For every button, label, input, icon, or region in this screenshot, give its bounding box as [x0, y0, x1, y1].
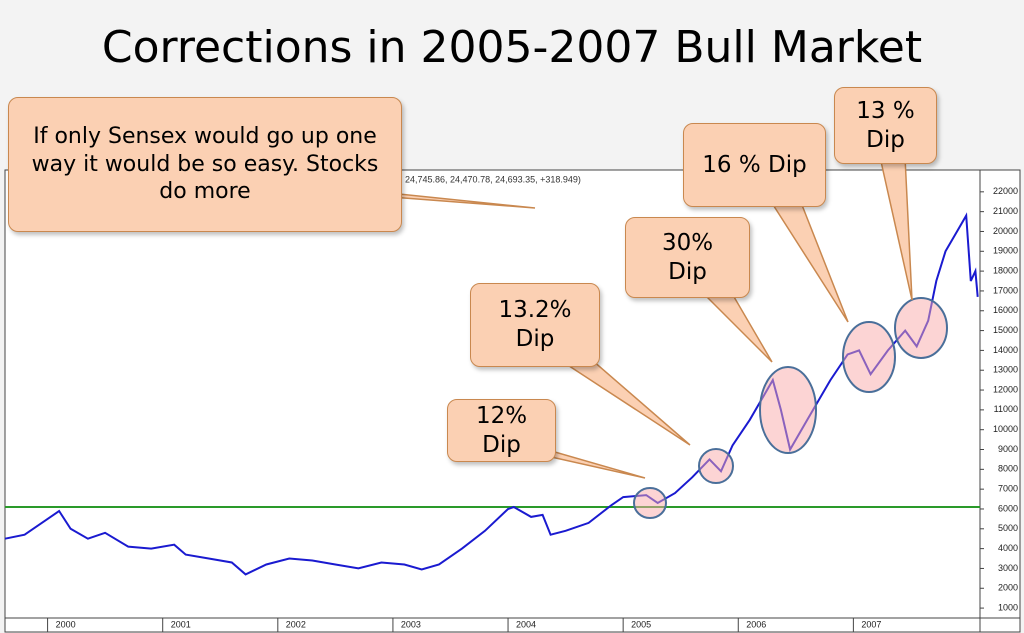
- callout: If only Sensex would go up one way it wo…: [8, 97, 402, 232]
- y-tick-label: 6000: [998, 503, 1018, 513]
- callout: 13.2% Dip: [470, 283, 600, 367]
- y-tick-label: 9000: [998, 444, 1018, 454]
- y-tick-label: 7000: [998, 484, 1018, 494]
- y-tick-label: 22000: [993, 186, 1018, 196]
- dip-highlight: [759, 366, 817, 454]
- x-tick-label: 2006: [746, 619, 766, 629]
- y-tick-label: 2000: [998, 583, 1018, 593]
- callout: 13 % Dip: [834, 87, 937, 164]
- y-tick-label: 15000: [993, 325, 1018, 335]
- x-tick-label: 2002: [286, 619, 306, 629]
- dip-highlight: [894, 297, 948, 359]
- dip-highlight: [698, 448, 734, 484]
- y-tick-label: 16000: [993, 305, 1018, 315]
- dip-highlight: [633, 487, 667, 519]
- x-tick-label: 2001: [171, 619, 191, 629]
- y-tick-label: 13000: [993, 365, 1018, 375]
- y-tick-label: 4000: [998, 543, 1018, 553]
- x-tick-label: 2000: [56, 619, 76, 629]
- y-tick-label: 20000: [993, 226, 1018, 236]
- y-tick-label: 12000: [993, 384, 1018, 394]
- x-tick-label: 2004: [516, 619, 536, 629]
- y-tick-label: 14000: [993, 345, 1018, 355]
- x-tick-label: 2005: [631, 619, 651, 629]
- y-tick-label: 5000: [998, 523, 1018, 533]
- callout: 16 % Dip: [683, 123, 826, 207]
- ohlc-text: 24,745.86, 24,470.78, 24,693.35, +318.94…: [405, 174, 581, 184]
- callout: 30% Dip: [625, 217, 750, 298]
- y-tick-label: 21000: [993, 206, 1018, 216]
- x-tick-label: 2007: [861, 619, 881, 629]
- y-tick-label: 11000: [994, 404, 1018, 414]
- x-tick-label: 2003: [401, 619, 421, 629]
- dip-highlight: [842, 321, 896, 393]
- y-tick-label: 18000: [993, 265, 1018, 275]
- y-tick-label: 8000: [998, 464, 1018, 474]
- y-tick-label: 10000: [993, 424, 1018, 434]
- y-tick-label: 1000: [998, 602, 1018, 612]
- slide-title: Corrections in 2005-2007 Bull Market: [101, 22, 923, 73]
- callout: 12% Dip: [447, 399, 556, 462]
- y-tick-label: 19000: [993, 246, 1018, 256]
- y-tick-label: 17000: [993, 285, 1018, 295]
- y-tick-label: 3000: [998, 563, 1018, 573]
